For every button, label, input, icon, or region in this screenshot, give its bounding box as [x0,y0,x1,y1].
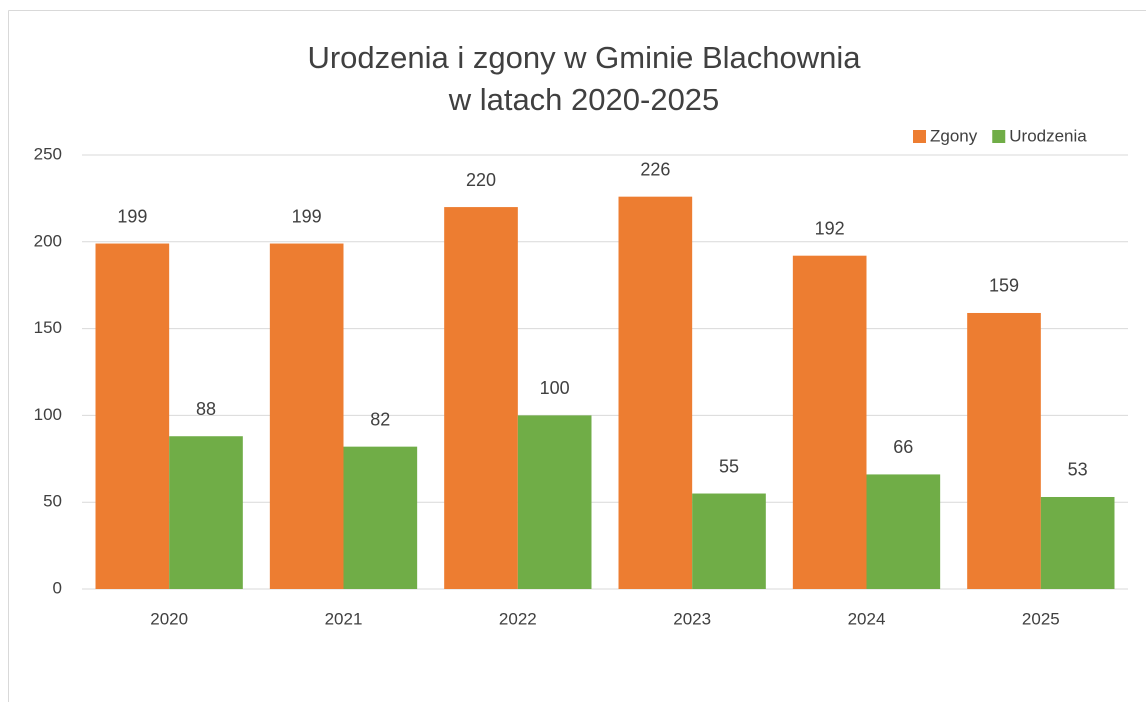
x-tick-label: 2023 [673,609,711,628]
data-label: 88 [196,399,216,419]
bar [517,415,592,589]
legend-swatch [992,130,1006,143]
legend-label: Zgony [930,126,978,145]
bar [792,255,867,590]
data-label: 66 [893,437,913,457]
data-label: 100 [540,378,570,398]
legend-swatch [913,130,926,143]
bar [269,243,344,589]
bar [343,446,418,589]
data-label: 226 [640,159,670,179]
x-tick-label: 2020 [150,609,188,628]
bar [95,243,170,589]
data-label: 199 [117,206,147,226]
chart-title: w latach 2020-2025 [448,82,720,117]
bar [444,207,518,589]
y-tick-label: 50 [43,492,62,511]
data-label: 82 [370,409,390,429]
data-label: 220 [466,170,496,190]
x-tick-label: 2021 [325,609,363,628]
legend-label: Urodzenia [1009,126,1087,145]
x-tick-label: 2022 [499,609,537,628]
bar [866,474,941,589]
bar [169,436,243,589]
y-tick-label: 0 [53,578,62,597]
chart-title: Urodzenia i zgony w Gminie Blachownia [307,40,861,75]
data-label: 55 [719,456,739,476]
bar [692,493,766,589]
y-tick-label: 250 [34,144,62,163]
y-tick-label: 200 [34,231,62,250]
bar [967,312,1041,589]
data-label: 192 [815,218,845,238]
data-label: 199 [292,206,322,226]
data-label: 53 [1068,460,1088,480]
x-tick-label: 2024 [848,609,886,628]
x-tick-label: 2025 [1022,609,1060,628]
bar [618,196,693,589]
bar [1040,496,1115,589]
data-label: 159 [989,276,1019,296]
y-tick-label: 150 [34,318,62,337]
y-tick-label: 100 [34,405,62,424]
